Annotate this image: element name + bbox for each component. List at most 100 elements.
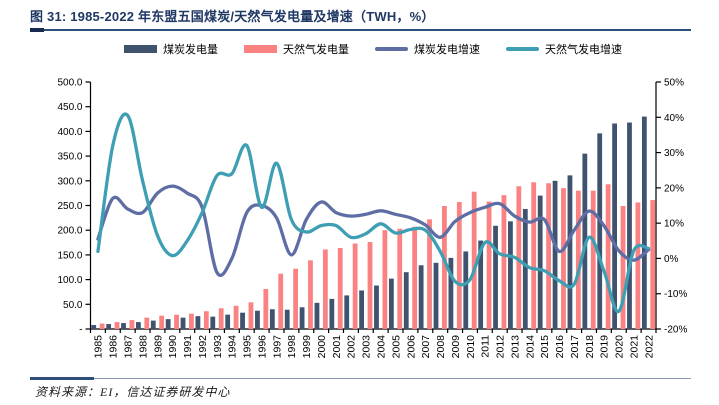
bar — [427, 219, 432, 329]
title-divider-tab — [30, 28, 44, 32]
left-axis-labels: 500.0 450.0 400.0 350.0 300.0 250.0 200.0 150.0… — [57, 78, 91, 336]
svg-text:1993: 1993 — [212, 335, 224, 359]
bar — [433, 262, 439, 329]
bar — [248, 302, 254, 329]
svg-text:2007: 2007 — [420, 335, 432, 359]
svg-text:300.0: 300.0 — [57, 176, 82, 187]
bar — [129, 320, 135, 329]
bar — [486, 201, 492, 329]
svg-text:100.0: 100.0 — [57, 275, 82, 286]
svg-text:2021: 2021 — [628, 335, 640, 359]
gas-bars — [99, 182, 656, 329]
svg-text:50%: 50% — [664, 78, 684, 89]
coal-line-swatch-icon — [375, 47, 408, 51]
bar — [516, 186, 522, 329]
bar — [329, 298, 335, 329]
bar — [561, 188, 566, 329]
bar — [195, 316, 201, 329]
bar — [456, 202, 462, 329]
bar — [135, 322, 141, 329]
svg-text:10%: 10% — [664, 219, 684, 230]
chart-legend: 煤炭发电量 天然气发电量 煤炭发电增速 天然气发电增速 — [88, 41, 658, 57]
bar — [650, 200, 656, 329]
bar — [344, 295, 350, 329]
bar — [463, 251, 469, 329]
bar — [114, 322, 120, 329]
bar — [159, 315, 165, 329]
svg-text:2015: 2015 — [539, 335, 551, 359]
svg-text:0%: 0% — [664, 254, 679, 265]
svg-text:1987: 1987 — [123, 335, 135, 359]
svg-text:2013: 2013 — [509, 335, 521, 359]
bar — [575, 190, 581, 329]
svg-text:1990: 1990 — [167, 335, 179, 359]
svg-text:2014: 2014 — [524, 335, 536, 359]
svg-text:1986: 1986 — [108, 335, 120, 359]
bar — [612, 123, 617, 329]
svg-text:2001: 2001 — [331, 335, 343, 359]
bar — [442, 205, 447, 329]
source-note: 资料来源：EI，信达证券研发中心 — [35, 385, 231, 399]
bar — [121, 323, 126, 329]
bar — [508, 221, 513, 329]
footer-divider — [30, 378, 691, 379]
bar — [189, 313, 194, 329]
bar — [255, 310, 260, 329]
svg-text:350.0: 350.0 — [57, 152, 82, 163]
bar — [552, 180, 558, 329]
svg-text:1991: 1991 — [182, 335, 194, 359]
bar — [531, 182, 537, 329]
svg-text:1996: 1996 — [256, 335, 268, 359]
svg-text:2000: 2000 — [316, 335, 328, 359]
svg-text:2016: 2016 — [554, 335, 566, 359]
bar — [91, 325, 97, 329]
bar — [605, 184, 611, 329]
bar — [501, 195, 507, 329]
svg-text:2009: 2009 — [450, 335, 462, 359]
bar — [99, 323, 105, 329]
bar — [537, 195, 543, 329]
x-axis-labels: 1985 1986 1987 1988 1989 1990 1991 1992 1993 1994… — [89, 329, 657, 359]
bar — [635, 202, 641, 329]
bar — [106, 324, 112, 329]
svg-text:-10%: -10% — [664, 289, 687, 300]
gas-bar-swatch-icon — [244, 45, 277, 53]
bar — [567, 175, 573, 329]
svg-text:200.0: 200.0 — [57, 226, 82, 237]
svg-text:450.0: 450.0 — [57, 102, 82, 113]
svg-text:1985: 1985 — [93, 335, 105, 359]
bar — [448, 257, 454, 329]
svg-text:40%: 40% — [664, 113, 684, 124]
bar — [403, 272, 409, 329]
bar — [210, 316, 216, 329]
svg-text:2011: 2011 — [480, 335, 492, 358]
svg-text:-: - — [79, 325, 82, 336]
footer-divider-tab — [30, 377, 94, 380]
bar — [478, 240, 484, 329]
bar — [367, 242, 373, 329]
bar — [352, 243, 358, 329]
svg-text:2010: 2010 — [465, 335, 477, 359]
svg-text:1992: 1992 — [197, 335, 209, 359]
legend-item-coal-generation: 煤炭发电量 — [124, 41, 218, 57]
bar — [263, 288, 269, 329]
bar — [590, 190, 596, 329]
bar — [218, 308, 224, 329]
bar — [418, 265, 424, 329]
svg-text:30%: 30% — [664, 148, 684, 159]
svg-text:2018: 2018 — [584, 335, 596, 359]
svg-text:2008: 2008 — [435, 335, 447, 359]
svg-text:1999: 1999 — [301, 335, 313, 359]
bar — [284, 309, 290, 329]
svg-text:2019: 2019 — [599, 335, 611, 359]
legend-item-coal-growth: 煤炭发电增速 — [375, 41, 480, 57]
svg-text:2005: 2005 — [390, 335, 402, 359]
svg-text:2020: 2020 — [614, 335, 626, 359]
svg-text:2006: 2006 — [405, 335, 417, 359]
svg-text:20%: 20% — [664, 183, 684, 194]
bar — [225, 314, 231, 329]
svg-text:400.0: 400.0 — [57, 127, 82, 138]
legend-label: 天然气发电量 — [283, 44, 349, 56]
